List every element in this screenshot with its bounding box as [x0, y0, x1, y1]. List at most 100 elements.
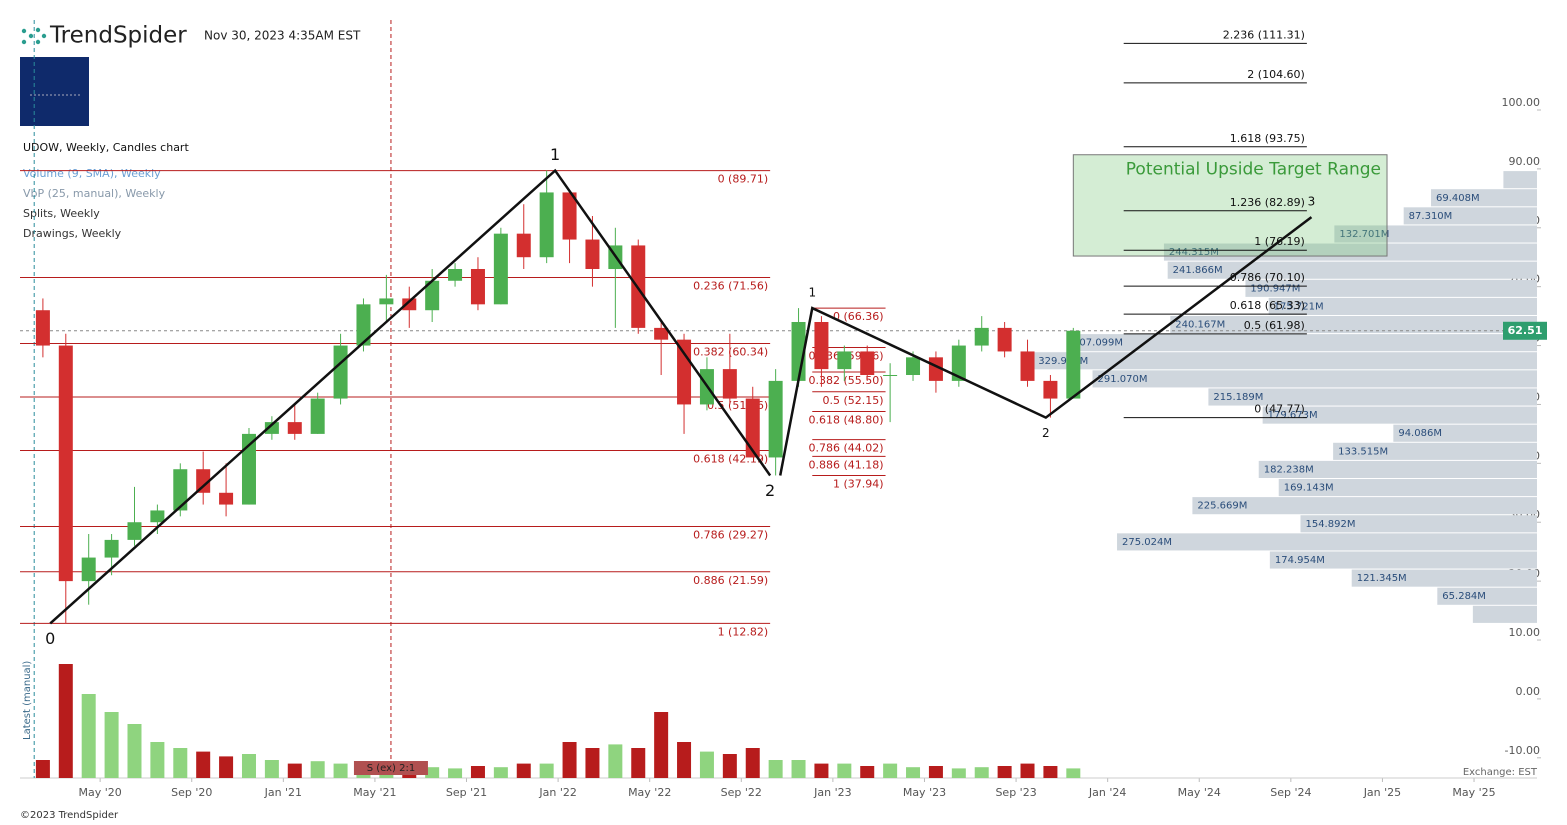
volume-bar [35, 760, 50, 778]
fib-label: 1.618 (93.75) [1230, 132, 1305, 145]
vbp-bar [1268, 297, 1537, 315]
symbol-logo [20, 57, 89, 126]
fib-label: 0.236 (71.56) [693, 279, 768, 292]
candle-body [104, 539, 119, 558]
x-tick-label: Sep '23 [995, 786, 1036, 799]
last-price-label: 62.51 [1508, 324, 1543, 337]
copyright: ©2023 TrendSpider [20, 810, 119, 821]
vbp-label: 154.892M [1305, 519, 1355, 530]
vbp-bar [1269, 551, 1537, 569]
vbp-label: 182.238M [1264, 464, 1314, 475]
legend-item: Splits, Weekly [23, 207, 100, 220]
candle-body [356, 304, 371, 346]
target-box [1072, 154, 1388, 257]
vbp-label: 65.284M [1442, 591, 1486, 602]
candle-body [333, 345, 348, 399]
volume-bar [104, 712, 119, 778]
volume-bar [127, 724, 142, 778]
candle-body [219, 492, 234, 505]
wave-line [778, 216, 1313, 476]
fib-label: 0.618 (48.80) [808, 414, 883, 427]
fib-label: 0.5 (52.15) [822, 394, 883, 407]
candle-body [196, 469, 211, 493]
candle-body [562, 192, 577, 240]
y-tick-label: 0.00 [1516, 685, 1541, 698]
candle-body [310, 398, 325, 434]
x-tick-label: May '23 [903, 786, 946, 799]
candle-body [402, 298, 417, 311]
vbp-bar [1431, 189, 1537, 207]
last-price-box [1503, 321, 1547, 340]
volume-bar [768, 760, 783, 778]
volume-bar [58, 664, 73, 778]
fib-label: 0.786 (29.27) [693, 529, 768, 542]
vbp-bar [1437, 587, 1537, 605]
latest-label: Latest (manual) [22, 661, 33, 740]
x-tick-label: May '21 [353, 786, 396, 799]
timestamp: Nov 30, 2023 4:35AM EST [204, 29, 361, 43]
candle-body [837, 351, 852, 370]
volume-bar [974, 767, 989, 778]
volume-bar [241, 754, 256, 778]
vbp-label: 329.901M [1038, 356, 1088, 367]
volume-bar [699, 751, 714, 778]
vbp-bar [1208, 388, 1537, 406]
candle-body [860, 351, 875, 376]
volume-bar [173, 748, 188, 778]
candle-body [745, 398, 760, 458]
vbp-bar [1333, 442, 1537, 460]
candle-body [814, 321, 829, 370]
x-tick-label: Jan '23 [813, 786, 851, 799]
x-tick-label: May '20 [79, 786, 122, 799]
volume-bar [310, 761, 325, 778]
volume-bar [539, 763, 554, 778]
fib-label: 2.236 (111.31) [1223, 28, 1305, 41]
fib-label: 1.236 (82.89) [1230, 196, 1305, 209]
x-tick-label: Sep '21 [446, 786, 487, 799]
candle-body [585, 239, 600, 269]
volume-bar [928, 766, 943, 778]
fib-label: 1 (37.94) [833, 477, 884, 490]
fib-label: 0 (66.36) [833, 310, 884, 323]
volume-bar [951, 768, 966, 778]
vbp-label: 190.947M [1250, 283, 1300, 294]
vbp-label: 241.866M [1173, 265, 1223, 276]
logo-icon [21, 27, 47, 45]
volume-bar [677, 742, 692, 778]
wave-label: 2 [1042, 426, 1050, 440]
vbp-bar [1117, 533, 1537, 551]
candle-body [58, 345, 73, 582]
vbp-label: 169.143M [1284, 483, 1334, 494]
candle-body [768, 380, 783, 458]
x-tick-label: May '25 [1452, 786, 1495, 799]
vbp-bar [1262, 406, 1537, 424]
x-tick-label: Jan '22 [538, 786, 576, 799]
wave-label: 3 [1308, 195, 1316, 209]
vbp-bar [1278, 479, 1537, 497]
candle-body [379, 298, 394, 305]
candle-body [1020, 351, 1035, 381]
fib-label: 0.5 (61.98) [1244, 319, 1305, 332]
vbp-label: 215.189M [1213, 392, 1263, 403]
vbp-bar [1503, 171, 1537, 189]
vbp-bar [1192, 497, 1537, 515]
volume-bar [333, 763, 348, 778]
volume-bar [425, 767, 440, 778]
vbp-bar [1167, 261, 1537, 279]
candle-body [493, 233, 508, 305]
candle-body [264, 422, 279, 434]
volume-bar [791, 760, 806, 778]
fib-label: 1 (12.82) [718, 625, 769, 638]
y-tick-label: 10.00 [1509, 626, 1541, 639]
volume-bar [906, 767, 921, 778]
brand: TrendSpider [49, 23, 187, 49]
vbp-label: 275.024M [1122, 537, 1172, 548]
vbp-bar [1351, 569, 1537, 587]
volume-bar [1043, 766, 1058, 778]
wave-label: 0 [45, 629, 55, 648]
legend-item: Volume (9, SMA), Weekly [23, 167, 161, 180]
volume-bar [150, 742, 165, 778]
legend-item: VbP (25, manual), Weekly [23, 187, 166, 200]
volume-bar [196, 751, 211, 778]
